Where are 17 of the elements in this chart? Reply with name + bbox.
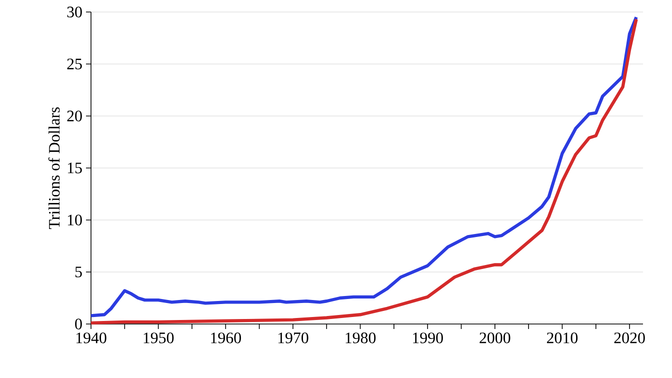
y-tick-label: 10 xyxy=(68,214,82,226)
y-tick-label: 15 xyxy=(68,162,82,174)
y-tick-label: 25 xyxy=(67,58,82,70)
x-tick-label: 1990 xyxy=(413,332,443,344)
x-tick-label: 1980 xyxy=(346,332,376,344)
x-tick-label: 2000 xyxy=(480,332,510,344)
x-tick-label: 1950 xyxy=(144,332,174,344)
y-tick-label: 0 xyxy=(75,318,82,330)
x-tick-label: 2020 xyxy=(614,332,645,344)
y-tick-label: 5 xyxy=(75,266,82,278)
x-tick-label: 1960 xyxy=(211,332,241,344)
y-tick-label: 30 xyxy=(67,6,82,18)
x-tick-label: 1940 xyxy=(76,332,106,344)
y-axis-title: Trillions of Dollars xyxy=(48,107,60,229)
x-tick-label: 2010 xyxy=(546,332,578,344)
y-tick-label: 20 xyxy=(67,110,82,122)
x-tick-label: 1970 xyxy=(278,332,308,344)
